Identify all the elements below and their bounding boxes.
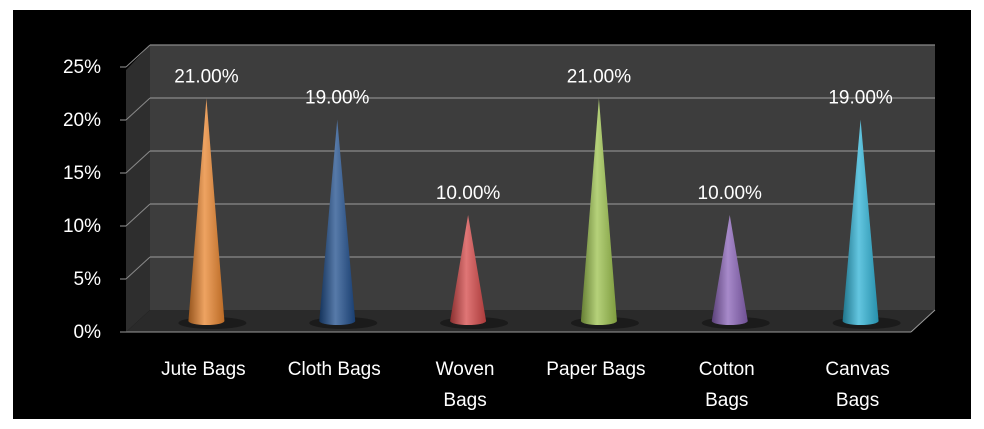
data-label: 10.00% bbox=[436, 183, 501, 204]
back-wall bbox=[150, 45, 935, 310]
cone-bar bbox=[580, 98, 617, 325]
gridline-depth bbox=[125, 97, 151, 121]
cone-bar bbox=[319, 119, 356, 325]
category-label: Paper Bags bbox=[546, 359, 645, 380]
data-label: 19.00% bbox=[305, 88, 370, 109]
y-tick-label: 15% bbox=[63, 163, 101, 184]
category-labels: Jute Bags Cloth Bags Woven Bags Paper Bags Co… bbox=[161, 359, 890, 411]
category-label: Cloth Bags bbox=[288, 359, 381, 380]
y-tick-label: 10% bbox=[63, 216, 101, 237]
category-label: Bags bbox=[836, 390, 879, 411]
data-label: 21.00% bbox=[174, 66, 239, 87]
x-axis-depth-line bbox=[910, 309, 936, 333]
data-labels: 21.00% 19.00% 10.00% 21.00% 10.00% 19.00% bbox=[174, 66, 893, 204]
chart-frame: 0% 5% 10% 15% 20% 25% 21.00% 19.00% 10.00% 21.00… bbox=[13, 10, 971, 419]
cones bbox=[178, 98, 901, 329]
category-label: Jute Bags bbox=[161, 359, 246, 380]
y-tick-label: 5% bbox=[74, 269, 102, 290]
gridline-depth bbox=[125, 44, 151, 68]
y-axis-ticks: 0% 5% 10% 15% 20% 25% bbox=[63, 57, 126, 343]
cone-chart: 0%5%10%15%20%25% 21.00%19.00%10.00%21.00… bbox=[63, 44, 936, 411]
category-label: Woven bbox=[436, 359, 495, 380]
cone-bar bbox=[842, 119, 879, 325]
y-tick-label: 0% bbox=[74, 322, 102, 343]
category-label: Canvas bbox=[825, 359, 889, 380]
y-tick-label: 25% bbox=[63, 57, 101, 78]
gridlines bbox=[125, 44, 935, 280]
cone-bar bbox=[450, 215, 487, 325]
gridline-depth bbox=[125, 256, 151, 280]
data-label: 21.00% bbox=[567, 66, 632, 87]
gridline-depth bbox=[125, 150, 151, 174]
cone-bar bbox=[711, 215, 748, 325]
data-label: 10.00% bbox=[698, 183, 763, 204]
category-label: Cotton bbox=[699, 359, 755, 380]
cone-bar bbox=[188, 98, 225, 326]
y-tick-label: 20% bbox=[63, 110, 101, 131]
data-label: 19.00% bbox=[828, 88, 893, 109]
side-wall bbox=[126, 45, 150, 332]
gridline-depth bbox=[125, 203, 151, 227]
category-label: Bags bbox=[443, 390, 486, 411]
floor bbox=[126, 310, 935, 332]
category-label: Bags bbox=[705, 390, 748, 411]
